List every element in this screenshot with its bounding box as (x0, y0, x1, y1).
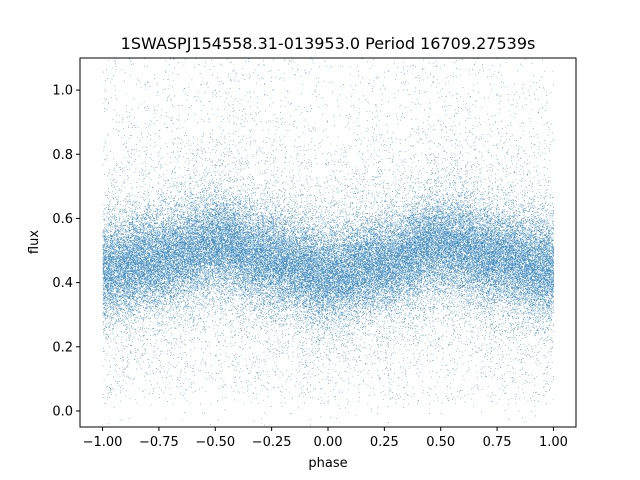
y-axis-label: flux (27, 230, 42, 254)
y-tick-label: 0.4 (52, 276, 73, 291)
x-tick-label: 1.00 (539, 435, 568, 450)
flux-scatter-series (102, 57, 555, 426)
x-tick-label: −0.50 (195, 435, 235, 450)
data-points (102, 57, 555, 426)
x-tick-label: 0.50 (426, 435, 455, 450)
x-tick-label: −0.75 (139, 435, 179, 450)
chart-title: 1SWASPJ154558.31-013953.0 Period 16709.2… (121, 34, 536, 53)
y-tick-label: 0.2 (52, 340, 73, 355)
x-tick-label: −1.00 (83, 435, 123, 450)
x-tick-label: 0.75 (483, 435, 512, 450)
x-tick-label: −0.25 (252, 435, 292, 450)
y-axis: 0.0 0.2 0.4 0.6 0.8 1.0 (52, 84, 80, 419)
y-tick-label: 0.6 (52, 212, 73, 227)
y-tick-label: 0.0 (52, 404, 73, 419)
y-tick-label: 0.8 (52, 148, 73, 163)
y-tick-label: 1.0 (52, 84, 73, 99)
x-tick-label: 0.25 (370, 435, 399, 450)
x-tick-label: 0.00 (314, 435, 343, 450)
x-axis: −1.00 −0.75 −0.50 −0.25 0.00 0.25 0.50 0.75 1.00 (83, 427, 568, 450)
x-axis-label: phase (308, 456, 347, 471)
